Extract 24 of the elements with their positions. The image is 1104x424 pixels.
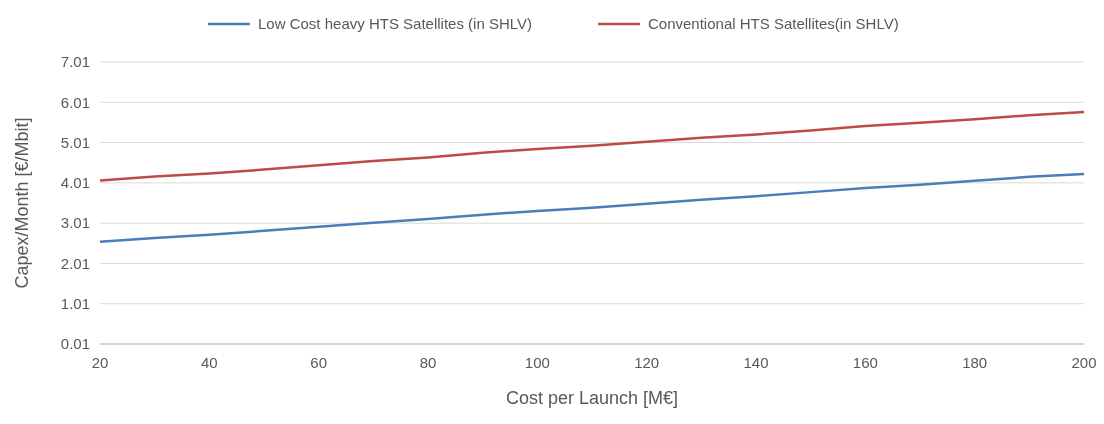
x-tick-label: 40 (200, 354, 218, 371)
x-tick-label: 100 (524, 354, 550, 371)
x-tick-label: 180 (962, 354, 988, 371)
x-tick-label: 80 (419, 354, 437, 371)
x-tick-label: 20 (91, 354, 109, 371)
x-axis-title: Cost per Launch [M€] (505, 388, 679, 408)
legend-label: Low Cost heavy HTS Satellites (in SHLV) (258, 15, 532, 33)
y-tick-label: 1.01 (60, 294, 90, 312)
x-tick-label: 160 (852, 354, 878, 371)
y-axis-title: Capex/Month [€/Mbit] (12, 117, 32, 289)
y-tick-label: 3.01 (60, 214, 90, 232)
x-tick-label: 200 (1071, 354, 1097, 371)
x-tick-label: 140 (743, 354, 769, 371)
y-tick-label: 2.01 (60, 254, 90, 272)
y-tick-label: 4.01 (60, 174, 90, 192)
y-tick-label: 7.01 (60, 53, 90, 71)
y-tick-label: 6.01 (60, 93, 90, 111)
legend-label: Conventional HTS Satellites(in SHLV) (648, 15, 899, 33)
line-series (98, 110, 1086, 182)
y-tick-label: 0.01 (60, 335, 90, 353)
line-series (98, 172, 1086, 243)
x-tick-label: 60 (310, 354, 328, 371)
y-tick-label: 5.01 (60, 133, 90, 151)
x-tick-label: 120 (634, 354, 660, 371)
